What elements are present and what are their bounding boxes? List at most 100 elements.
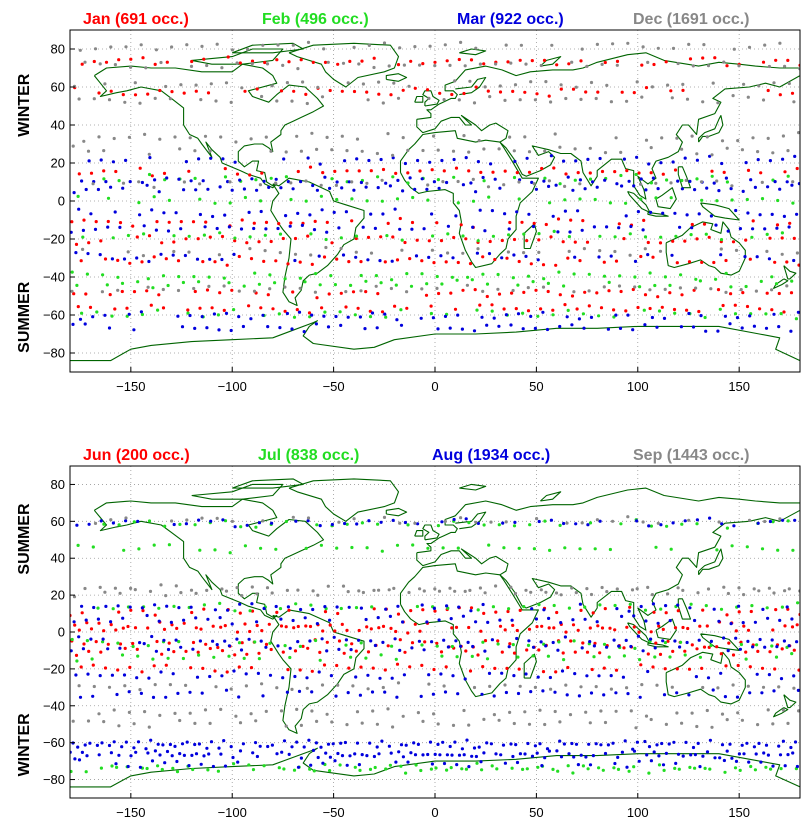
occultation-point: [608, 626, 612, 630]
occultation-point: [326, 742, 331, 746]
occultation-point: [358, 315, 362, 319]
occultation-point: [387, 588, 391, 592]
occultation-point: [749, 764, 753, 769]
occultation-point: [344, 290, 348, 294]
occultation-point: [794, 317, 799, 321]
occultation-point: [178, 147, 182, 151]
occultation-point: [650, 593, 655, 597]
occultation-point: [711, 688, 715, 692]
occultation-point: [792, 648, 796, 652]
occultation-point: [220, 66, 224, 70]
occultation-point: [482, 611, 486, 616]
occultation-point: [656, 521, 660, 525]
occultation-point: [600, 169, 605, 174]
occultation-point: [325, 640, 329, 644]
occultation-point: [489, 520, 493, 524]
occultation-point: [185, 518, 189, 522]
occultation-point: [366, 650, 371, 654]
occultation-point: [208, 149, 212, 153]
occultation-point: [583, 605, 587, 609]
occultation-point: [291, 618, 295, 623]
occultation-point: [111, 607, 115, 611]
occultation-point: [738, 227, 743, 231]
occultation-point: [598, 249, 602, 253]
occultation-point: [568, 713, 573, 717]
occultation-point: [671, 649, 675, 654]
occultation-point: [87, 159, 91, 163]
occultation-point: [449, 291, 453, 295]
occultation-point: [347, 260, 351, 264]
occultation-point: [613, 170, 617, 174]
occultation-point: [469, 181, 473, 185]
occultation-point: [225, 263, 229, 267]
occultation-point: [506, 60, 510, 64]
occultation-point: [733, 766, 738, 770]
occultation-point: [498, 624, 503, 628]
occultation-point: [305, 686, 309, 690]
occultation-point: [524, 588, 528, 592]
occultation-point: [121, 626, 125, 630]
occultation-point: [485, 657, 490, 661]
occultation-point: [418, 169, 422, 173]
occultation-point: [587, 304, 591, 308]
occultation-point: [544, 644, 548, 648]
coastline: [385, 73, 408, 82]
occultation-point: [347, 605, 351, 609]
occultation-point: [368, 741, 372, 745]
occultation-point: [693, 188, 697, 192]
occultation-point: [542, 58, 547, 63]
occultation-point: [390, 676, 394, 680]
occultation-point: [425, 187, 429, 191]
occultation-point: [541, 285, 546, 289]
occultation-point: [501, 521, 505, 525]
occultation-point: [768, 236, 772, 240]
occultation-point: [159, 252, 163, 256]
occultation-point: [690, 134, 694, 138]
occultation-point: [359, 606, 363, 610]
occultation-point: [81, 647, 85, 651]
occultation-point: [230, 519, 234, 524]
occultation-point: [750, 235, 754, 239]
occultation-point: [295, 707, 299, 712]
occultation-point: [376, 292, 380, 296]
occultation-point: [116, 641, 120, 645]
coastline: [455, 76, 487, 96]
occultation-point: [594, 742, 598, 746]
legend-entry: Jul (838 occ.): [258, 447, 359, 464]
occultation-point: [380, 549, 384, 553]
occultation-point: [437, 589, 442, 593]
occultation-point: [262, 259, 266, 263]
occultation-point: [399, 308, 403, 312]
occultation-point: [592, 644, 597, 648]
occultation-point: [304, 624, 308, 628]
occultation-point: [288, 224, 292, 228]
occultation-point: [207, 284, 211, 288]
occultation-point: [112, 708, 116, 712]
occultation-point: [389, 626, 393, 631]
occultation-point: [586, 523, 590, 527]
occultation-point: [298, 260, 302, 264]
occultation-point: [474, 190, 478, 194]
occultation-point: [408, 176, 412, 180]
occultation-point: [577, 317, 582, 321]
y-tick-label: 60: [51, 514, 65, 529]
occultation-point: [259, 639, 263, 643]
occultation-point: [765, 291, 769, 295]
occultation-point: [771, 764, 775, 768]
occultation-point: [462, 753, 466, 757]
occultation-point: [205, 63, 209, 68]
occultation-point: [774, 655, 779, 659]
occultation-point: [648, 306, 652, 311]
occultation-point: [127, 710, 131, 715]
occultation-point: [442, 684, 446, 688]
occultation-point: [339, 606, 343, 611]
occultation-point: [746, 639, 750, 644]
occultation-point: [451, 149, 456, 153]
occultation-point: [598, 156, 602, 161]
occultation-point: [465, 738, 469, 742]
occultation-point: [509, 585, 513, 589]
occultation-point: [368, 767, 373, 772]
occultation-point: [456, 313, 460, 317]
occultation-point: [688, 765, 692, 770]
occultation-point: [542, 277, 546, 281]
